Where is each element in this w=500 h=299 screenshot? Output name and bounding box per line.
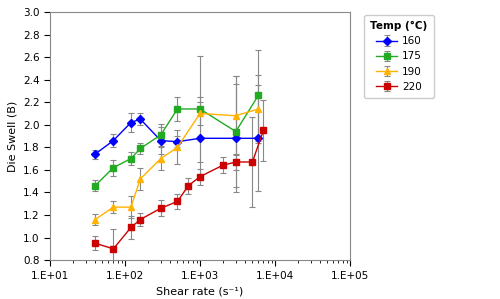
Legend: 160, 175, 190, 220: 160, 175, 190, 220 bbox=[364, 15, 434, 98]
Y-axis label: Die Swell (B): Die Swell (B) bbox=[8, 100, 18, 172]
X-axis label: Shear rate (s⁻¹): Shear rate (s⁻¹) bbox=[156, 286, 244, 296]
